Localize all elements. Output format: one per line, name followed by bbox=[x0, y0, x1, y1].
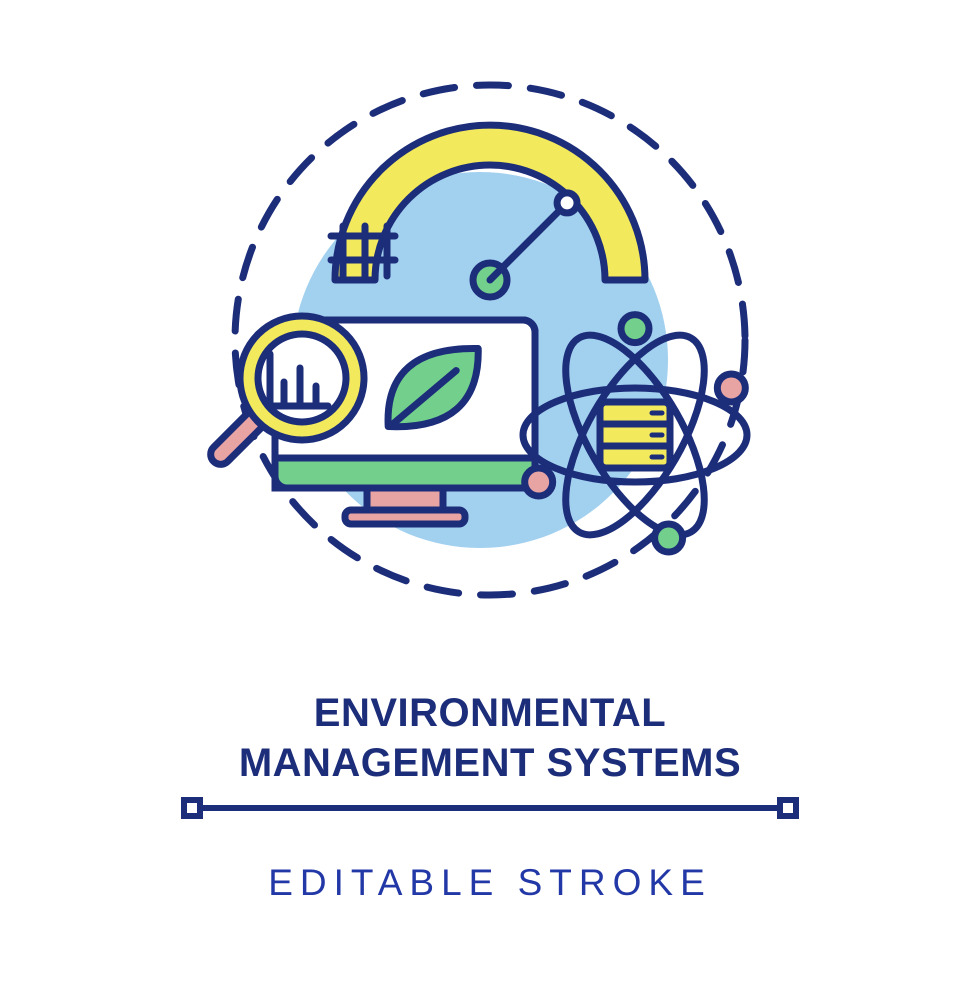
infographic-canvas: ENVIRONMENTAL MANAGEMENT SYSTEMS EDITABL… bbox=[0, 0, 980, 980]
title: ENVIRONMENTAL MANAGEMENT SYSTEMS bbox=[0, 688, 980, 788]
subtitle: EDITABLE STROKE bbox=[0, 862, 980, 904]
divider bbox=[176, 792, 804, 824]
title-line-2: MANAGEMENT SYSTEMS bbox=[0, 738, 980, 788]
title-line-1: ENVIRONMENTAL bbox=[0, 688, 980, 738]
concept-illustration bbox=[0, 0, 980, 980]
